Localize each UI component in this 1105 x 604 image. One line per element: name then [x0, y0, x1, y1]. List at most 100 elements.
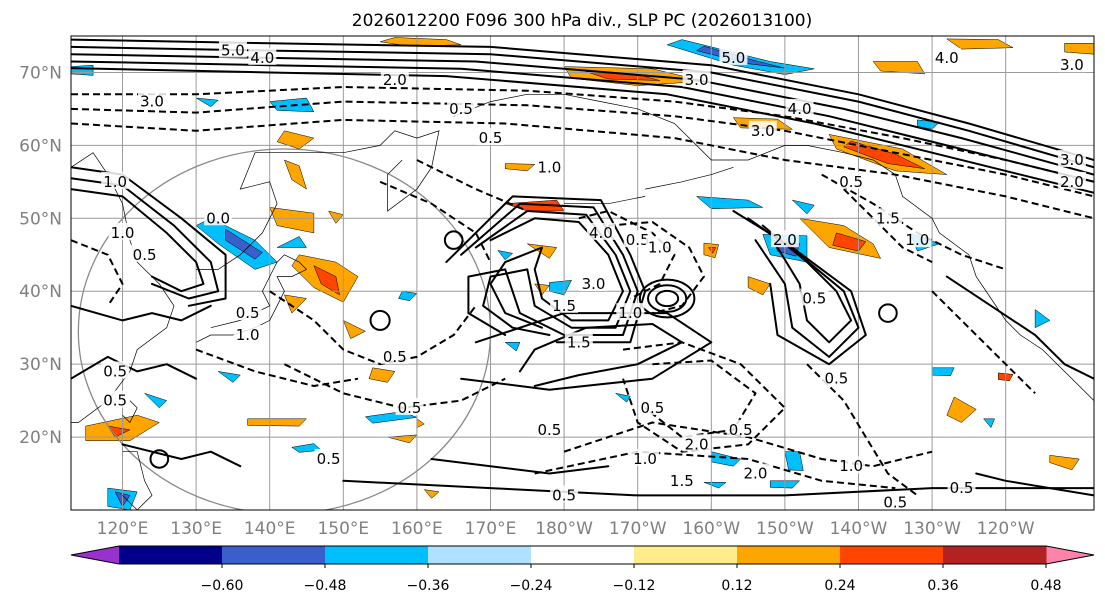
colorbar-tick-label: 0.36: [927, 578, 958, 594]
contour-label: 1.0: [111, 224, 135, 242]
contour-label-bg: [101, 390, 130, 408]
contour-label-bg: [101, 171, 130, 189]
contour-label: 1.5: [670, 472, 694, 490]
colorbar-tick-label: −0.60: [201, 578, 244, 594]
contour-line-negative: [931, 290, 1036, 395]
contour-line-negative: [379, 180, 492, 263]
contour-label: 0.0: [206, 209, 230, 227]
contour-line-negative: [622, 341, 786, 453]
contour-label-bg: [719, 47, 748, 65]
contour-label-bg: [447, 98, 476, 116]
lon-tick-label: 150°W: [756, 519, 814, 539]
divergence-fill-region: [284, 159, 307, 190]
contour-label: 3.0: [1060, 151, 1084, 169]
lat-tick-label: 70°N: [19, 63, 62, 83]
reference-circle: [77, 148, 492, 510]
contour-label: 4.0: [589, 224, 613, 242]
contour-label-bg: [726, 419, 755, 437]
contour-line-negative: [578, 210, 676, 300]
divergence-fill-region: [328, 210, 344, 224]
contour-label: 0.5: [640, 399, 664, 417]
contour-label-bg: [586, 222, 615, 240]
contour-line-negative: [608, 221, 705, 315]
divergence-fill-region: [703, 482, 727, 489]
contour-label-bg: [535, 157, 564, 175]
lat-tick-label: 60°N: [19, 136, 62, 156]
contour-line-negative: [843, 188, 933, 263]
contour-label-bg: [101, 361, 130, 379]
divergence-fill-region: [784, 451, 804, 471]
divergence-fill-region: [549, 280, 572, 296]
contour-label: 2.0: [685, 435, 709, 453]
contour-label-bg: [395, 397, 424, 415]
coastline: [564, 196, 646, 205]
graticule: [71, 36, 1094, 510]
lon-tick-label: 130°W: [903, 519, 961, 539]
contour-label-bg: [130, 244, 159, 262]
divergence-fill-region: [195, 97, 219, 107]
contour-label-bg: [579, 273, 608, 291]
divergence-fill-region: [1034, 309, 1051, 328]
divergence-fill-region: [504, 342, 521, 352]
contour-closed-center: [647, 284, 688, 313]
contour-label: 1.0: [633, 450, 657, 468]
coastline: [122, 400, 138, 424]
contour-closed-center: [443, 230, 464, 250]
latitude-tick-labels: 20°N 30°N 40°N 50°N 60°N 70°N: [19, 63, 62, 448]
lon-tick-label: 120°E: [97, 519, 149, 539]
contour-label: 0.5: [383, 348, 407, 366]
coastline: [196, 130, 440, 270]
divergence-fill-region: [872, 61, 925, 75]
contour-label-bg: [218, 40, 247, 58]
map-area: 5.0 4.03.02.00.50.51.05.03.03.04.04.0 3.03…: [71, 36, 1094, 510]
contour-label-bg: [638, 397, 667, 415]
lat-tick-label: 50°N: [19, 209, 62, 229]
contour-label-bg: [837, 456, 866, 474]
contour-label-bg: [881, 492, 910, 510]
contour-line-negative: [534, 450, 896, 490]
colorbar-tick-label: −0.12: [613, 578, 656, 594]
lon-tick-label: 140°W: [830, 519, 888, 539]
contour-label: 2.0: [383, 71, 407, 89]
contour-label: 0.5: [133, 246, 157, 264]
contour-line-negative: [806, 363, 918, 497]
contour-label-bg: [932, 47, 961, 65]
divergence-fill-region: [1049, 455, 1080, 471]
contour-label-bg: [137, 91, 166, 109]
contour-label: 1.5: [552, 297, 576, 315]
divergence-fill-region: [497, 250, 513, 261]
contour-label-bg: [623, 230, 652, 248]
divergence-fill-region: [696, 196, 764, 210]
lon-tick-label: 160°E: [391, 519, 443, 539]
contour-label-bg: [550, 485, 579, 503]
contour-label-bg: [1057, 149, 1086, 167]
colorbar-bin: [840, 546, 944, 564]
contour-label: 2.0: [744, 465, 768, 483]
contour-label: 1.0: [839, 457, 863, 475]
contour-label: 0.5: [626, 231, 650, 249]
contour-label-bg: [204, 208, 233, 226]
contour-label-bg: [535, 419, 564, 437]
colorbar-bin: [531, 546, 635, 564]
contour-label: 1.5: [876, 209, 900, 227]
contour-label: 3.0: [140, 93, 164, 111]
colorbar: −0.60 −0.48 −0.36 −0.24 −0.12 0.12 0.24 0.36 0.4…: [70, 545, 1095, 594]
contour-closed-center: [878, 303, 898, 323]
chart-title: 2026012200 F096 300 hPa div., SLP PC (20…: [352, 11, 812, 31]
contour-label-bg: [233, 303, 262, 321]
colorbar-tick-label: −0.36: [407, 578, 450, 594]
contour-label-bg: [564, 332, 593, 350]
contour-label: 0.5: [729, 421, 753, 439]
divergence-fill-region: [534, 283, 550, 296]
divergence-fill-region: [387, 434, 418, 444]
contour-line-positive: [71, 355, 198, 380]
colorbar-bin: [737, 546, 841, 564]
contour-label: 0.5: [317, 450, 341, 468]
contour-labels: 5.0 4.03.02.00.50.51.05.03.03.04.04.0 3.03…: [101, 40, 1086, 510]
contour-line-negative: [71, 239, 124, 307]
contour-line-negative: [416, 159, 528, 212]
contour-label: 0.5: [839, 173, 863, 191]
contour-label-bg: [800, 288, 829, 306]
contour-label-bg: [550, 295, 579, 313]
contour-label: 0.5: [824, 370, 848, 388]
